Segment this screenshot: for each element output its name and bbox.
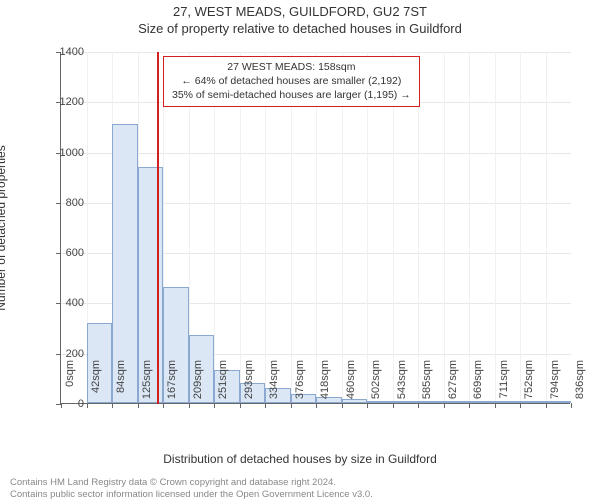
x-tick-label: 794sqm: [549, 360, 561, 399]
x-tickmark: [469, 403, 470, 408]
y-tick-label: 400: [44, 297, 84, 309]
x-tickmark: [571, 403, 572, 408]
y-tick-label: 1400: [44, 46, 84, 58]
x-tick-label: 334sqm: [268, 360, 280, 399]
gridline-vertical: [495, 52, 496, 404]
x-tick-label: 711sqm: [498, 360, 510, 398]
histogram-plot: 27 WEST MEADS: 158sqm← 64% of detached h…: [60, 52, 570, 404]
x-tick-label: 669sqm: [472, 360, 484, 399]
x-tickmark: [367, 403, 368, 408]
y-tick-label: 200: [44, 348, 84, 360]
x-tickmark: [240, 403, 241, 408]
y-tick-label: 600: [44, 247, 84, 259]
footer-line-1: Contains HM Land Registry data © Crown c…: [10, 477, 373, 489]
y-tick-label: 0: [44, 398, 84, 410]
x-tickmark: [520, 403, 521, 408]
gridline-vertical: [444, 52, 445, 404]
gridline-vertical: [520, 52, 521, 404]
footer-attribution: Contains HM Land Registry data © Crown c…: [10, 477, 373, 501]
histogram-bar: [342, 399, 368, 403]
x-tick-label: 209sqm: [192, 360, 204, 399]
y-tick-label: 1200: [44, 96, 84, 108]
x-tick-label: 460sqm: [345, 360, 357, 399]
chart-plot-area: 27 WEST MEADS: 158sqm← 64% of detached h…: [60, 52, 570, 404]
x-axis-label: Distribution of detached houses by size …: [0, 452, 600, 466]
x-tickmark: [112, 403, 113, 408]
y-tick-label: 1000: [44, 147, 84, 159]
histogram-bar: [520, 401, 546, 403]
x-tickmark: [342, 403, 343, 408]
x-tickmark: [87, 403, 88, 408]
x-tick-label: 167sqm: [166, 360, 178, 399]
gridline-vertical: [469, 52, 470, 404]
x-tickmark: [495, 403, 496, 408]
x-tick-label: 543sqm: [396, 360, 408, 399]
x-tick-label: 0sqm: [64, 360, 76, 387]
x-tickmark: [546, 403, 547, 408]
x-tick-label: 418sqm: [319, 360, 331, 399]
x-tick-label: 585sqm: [421, 360, 433, 399]
x-tick-label: 84sqm: [115, 360, 127, 393]
x-tickmark: [393, 403, 394, 408]
x-tickmark: [316, 403, 317, 408]
x-tick-label: 502sqm: [370, 360, 382, 399]
x-tick-label: 752sqm: [523, 360, 535, 399]
page-title-address: 27, WEST MEADS, GUILDFORD, GU2 7ST: [0, 4, 600, 19]
x-tickmark: [418, 403, 419, 408]
x-tickmark: [189, 403, 190, 408]
annotation-line: ← 64% of detached houses are smaller (2,…: [172, 74, 411, 88]
x-tickmark: [214, 403, 215, 408]
page-title-subtitle: Size of property relative to detached ho…: [0, 21, 600, 36]
x-tick-label: 251sqm: [217, 360, 229, 399]
x-tick-label: 627sqm: [447, 360, 459, 399]
y-tick-label: 800: [44, 197, 84, 209]
x-tick-label: 293sqm: [243, 360, 255, 399]
annotation-line: 35% of semi-detached houses are larger (…: [172, 88, 411, 102]
x-tickmark: [138, 403, 139, 408]
x-tick-label: 42sqm: [90, 360, 102, 393]
y-axis-label: Number of detached properties: [0, 145, 8, 310]
x-tickmark: [444, 403, 445, 408]
gridline-vertical: [546, 52, 547, 404]
histogram-bar: [444, 401, 470, 403]
x-tickmark: [265, 403, 266, 408]
x-tickmark: [291, 403, 292, 408]
annotation-line: 27 WEST MEADS: 158sqm: [172, 60, 411, 74]
x-tick-label: 836sqm: [574, 360, 586, 399]
histogram-bar: [393, 401, 419, 403]
histogram-bar: [367, 401, 393, 404]
x-tick-label: 125sqm: [141, 360, 153, 399]
footer-line-2: Contains public sector information licen…: [10, 489, 373, 501]
reference-line: [157, 52, 159, 404]
histogram-bar: [418, 401, 444, 403]
x-tick-label: 376sqm: [294, 360, 306, 399]
histogram-bar: [469, 401, 495, 403]
x-tickmark: [163, 403, 164, 408]
histogram-bar: [546, 401, 572, 403]
annotation-box: 27 WEST MEADS: 158sqm← 64% of detached h…: [163, 56, 420, 107]
histogram-bar: [495, 401, 521, 403]
